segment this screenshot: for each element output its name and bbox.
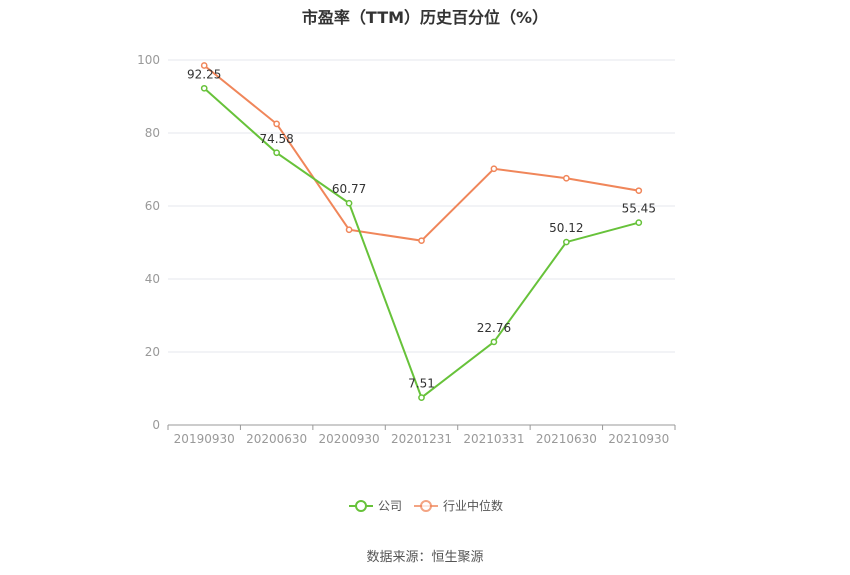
y-axis-ticks: 0 20 40 60 80 100 xyxy=(137,53,160,432)
y-tick-label: 20 xyxy=(145,345,160,359)
data-point xyxy=(345,226,353,234)
data-label: 50.12 xyxy=(549,221,583,235)
data-point xyxy=(635,219,643,226)
data-point xyxy=(345,199,353,207)
x-tick-label: 20200930 xyxy=(319,432,380,446)
x-tick-label: 20210331 xyxy=(463,432,524,446)
data-label: 60.77 xyxy=(332,182,366,196)
legend-marker xyxy=(355,500,367,512)
y-tick-label: 80 xyxy=(145,126,160,140)
gridlines xyxy=(168,59,675,353)
data-label: 74.58 xyxy=(259,132,293,146)
x-tick-label: 20201231 xyxy=(391,432,452,446)
y-tick-label: 40 xyxy=(145,272,160,286)
data-point xyxy=(418,394,425,401)
series-line-1 xyxy=(203,64,639,242)
data-point xyxy=(200,62,208,69)
y-tick-label: 60 xyxy=(145,199,160,213)
data-label: 92.25 xyxy=(187,67,221,81)
data-point xyxy=(273,120,280,128)
y-tick-label: 100 xyxy=(137,53,160,67)
data-label: 7.51 xyxy=(408,377,435,391)
data-point xyxy=(418,237,425,245)
x-tick-label: 20200630 xyxy=(246,432,307,446)
y-tick-label: 0 xyxy=(152,418,160,432)
x-tick-label: 20210630 xyxy=(536,432,597,446)
series-lines xyxy=(200,62,643,401)
data-point xyxy=(200,84,208,92)
x-tick-label: 20190930 xyxy=(174,432,235,446)
x-tick-label: 20210930 xyxy=(608,432,669,446)
data-point xyxy=(563,238,570,246)
data-label: 55.45 xyxy=(622,202,656,216)
legend-marker xyxy=(420,500,432,512)
data-point xyxy=(563,174,570,182)
legend-label: 行业中位数 xyxy=(443,498,503,513)
data-point xyxy=(635,187,643,195)
data-point xyxy=(490,338,498,346)
data-point xyxy=(490,165,498,173)
legend: 公司 行业中位数 xyxy=(349,498,503,513)
data-label: 22.76 xyxy=(477,321,511,335)
legend-label: 公司 xyxy=(378,499,402,513)
chart-title: 市盈率（TTM）历史百分位（%） xyxy=(301,8,549,27)
data-point xyxy=(273,149,280,157)
data-source: 数据来源：恒生聚源 xyxy=(366,550,484,565)
x-axis: 20190930 20200630 20200930 20201231 20210331… xyxy=(167,424,676,446)
data-labels: 92.25 74.58 60.77 7.51 22.76 50.12 55.45 xyxy=(187,67,656,390)
